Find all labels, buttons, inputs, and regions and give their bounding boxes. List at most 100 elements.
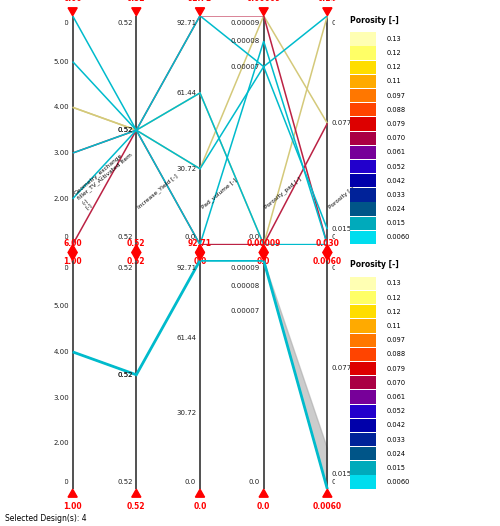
Text: 0.042: 0.042: [386, 422, 406, 428]
Bar: [350, 217, 376, 230]
Text: 0.097: 0.097: [386, 93, 405, 99]
Text: Increase_Yield [-]: Increase_Yield [-]: [136, 173, 179, 210]
Bar: [350, 447, 376, 460]
Polygon shape: [68, 252, 77, 260]
Text: 0.077: 0.077: [331, 365, 351, 371]
Text: 6.00: 6.00: [53, 21, 69, 26]
Bar: [350, 461, 376, 474]
Text: 1.00: 1.00: [53, 234, 69, 240]
Text: 0.097: 0.097: [386, 337, 405, 343]
Text: 0.12: 0.12: [386, 295, 401, 301]
Text: 0.00009: 0.00009: [246, 0, 281, 3]
Text: Selected Design(s): 4: Selected Design(s): 4: [5, 514, 86, 523]
Text: 0.052: 0.052: [386, 408, 406, 414]
Text: 0.52: 0.52: [117, 127, 132, 133]
Text: 0.52: 0.52: [117, 234, 132, 240]
Bar: [350, 132, 376, 145]
Text: 5.00: 5.00: [53, 303, 69, 309]
Polygon shape: [323, 245, 332, 252]
Text: 0.0060: 0.0060: [386, 235, 409, 240]
Text: 0.0: 0.0: [194, 502, 206, 511]
Polygon shape: [68, 489, 77, 497]
Text: 92.71: 92.71: [176, 21, 196, 26]
Text: 0.0: 0.0: [185, 234, 196, 240]
Text: 0.00008: 0.00008: [230, 283, 260, 289]
Text: 0.0: 0.0: [185, 479, 196, 484]
Text: Porosity [-]: Porosity [-]: [328, 186, 355, 210]
Text: 1.00: 1.00: [64, 257, 82, 266]
Text: 0.00008: 0.00008: [230, 38, 260, 44]
Text: 0.0060: 0.0060: [386, 479, 409, 485]
Text: 1.00: 1.00: [53, 479, 69, 484]
Polygon shape: [196, 489, 204, 497]
Text: 6.00: 6.00: [64, 239, 82, 248]
Text: 0.52: 0.52: [127, 0, 146, 3]
Text: 0.070: 0.070: [386, 135, 406, 141]
Text: 0.033: 0.033: [386, 192, 405, 198]
Polygon shape: [259, 8, 268, 16]
Text: 61.44: 61.44: [176, 90, 196, 96]
Text: 0.52: 0.52: [127, 502, 146, 511]
Text: 0.0060: 0.0060: [331, 479, 356, 484]
Bar: [350, 103, 376, 116]
Text: 0.088: 0.088: [386, 351, 406, 357]
Text: 0.030: 0.030: [316, 239, 340, 248]
Text: 0.52: 0.52: [117, 265, 132, 271]
Bar: [350, 419, 376, 432]
Text: 0.015: 0.015: [331, 226, 351, 232]
Text: 0.079: 0.079: [386, 121, 405, 127]
Polygon shape: [132, 245, 141, 252]
Text: 0.042: 0.042: [386, 178, 406, 184]
Bar: [350, 404, 376, 418]
Bar: [350, 277, 376, 290]
Text: 6.00: 6.00: [53, 265, 69, 271]
Text: 0.12: 0.12: [386, 50, 401, 56]
Text: 0.0060: 0.0060: [313, 257, 342, 266]
Text: 0.0: 0.0: [194, 257, 206, 266]
Text: 0.077: 0.077: [331, 120, 351, 126]
Bar: [350, 75, 376, 88]
Text: 30.72: 30.72: [176, 410, 196, 417]
Text: 0.079: 0.079: [386, 366, 405, 371]
Text: 0.0: 0.0: [257, 257, 270, 266]
Text: 0.14: 0.14: [331, 21, 347, 26]
Text: 0.015: 0.015: [331, 471, 351, 477]
Bar: [350, 188, 376, 201]
Text: 0.14: 0.14: [318, 0, 336, 3]
Text: 3.00: 3.00: [53, 150, 69, 156]
Text: Porosity [-]: Porosity [-]: [350, 260, 399, 269]
Text: 0.0: 0.0: [248, 479, 260, 484]
Text: 0.52: 0.52: [127, 257, 146, 266]
Polygon shape: [259, 252, 268, 260]
Polygon shape: [323, 489, 332, 497]
Polygon shape: [323, 252, 332, 260]
Text: 0.030: 0.030: [331, 265, 351, 271]
Text: 0.052: 0.052: [386, 164, 406, 169]
Text: 30.72: 30.72: [176, 166, 196, 172]
Text: 0.52: 0.52: [117, 479, 132, 484]
Bar: [350, 319, 376, 332]
Bar: [350, 89, 376, 102]
Bar: [350, 32, 376, 46]
Text: 92.71: 92.71: [188, 0, 212, 3]
Text: 0.52: 0.52: [117, 372, 132, 378]
Text: 0.11: 0.11: [386, 323, 401, 329]
Bar: [350, 333, 376, 347]
Text: 0.024: 0.024: [386, 451, 406, 457]
Polygon shape: [68, 245, 77, 252]
Text: 0.061: 0.061: [386, 394, 405, 400]
Bar: [350, 203, 376, 216]
Text: 92.71: 92.71: [176, 265, 196, 271]
Text: 0.0060: 0.0060: [331, 234, 356, 240]
Text: 0.52: 0.52: [117, 21, 132, 26]
Text: 0.088: 0.088: [386, 107, 406, 113]
Text: 1.00: 1.00: [64, 502, 82, 511]
Bar: [350, 390, 376, 403]
Text: 0.00007: 0.00007: [230, 64, 260, 69]
Polygon shape: [196, 252, 204, 260]
Text: 0.061: 0.061: [386, 149, 405, 155]
Text: 0.52: 0.52: [117, 127, 132, 133]
Polygon shape: [259, 245, 268, 252]
Polygon shape: [132, 489, 141, 497]
Text: 5.00: 5.00: [53, 58, 69, 65]
